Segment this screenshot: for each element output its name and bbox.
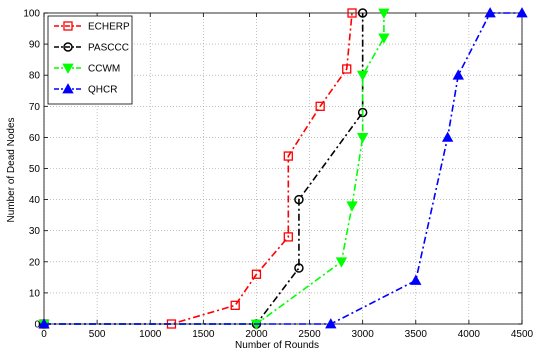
data-point-qhcr (452, 69, 464, 80)
x-tick-label: 3000 (352, 329, 375, 340)
y-axis-label: Number of Dead Nodes (6, 117, 17, 222)
x-axis-label: Number of Rounds (235, 340, 319, 351)
data-point-echerp (251, 269, 262, 279)
y-tick-label: 20 (29, 257, 41, 268)
y-tick-label: 80 (29, 71, 41, 82)
legend: ECHERP PASCCC CCWM QHCR (47, 15, 133, 105)
y-tick-label: 70 (29, 102, 41, 113)
data-point-ccwm (356, 70, 369, 82)
y-tick-label: 60 (29, 133, 41, 144)
legend-item-echerp: ECHERP (54, 21, 130, 33)
x-tick-label: 1500 (192, 329, 215, 340)
legend-label-echerp: ECHERP (88, 22, 130, 33)
legend-label-pasccc: PASCCC (88, 43, 129, 54)
legend-item-pasccc: PASCCC (54, 42, 129, 54)
x-tick-label: 500 (89, 329, 106, 340)
data-point-ccwm (346, 201, 358, 212)
series-line-echerp (44, 12, 353, 325)
data-point-pasccc (294, 194, 304, 205)
data-point-qhcr (484, 7, 496, 18)
data-point-qhcr (38, 318, 50, 329)
x-tick-label: 2000 (245, 329, 268, 340)
series-line-ccwm (44, 13, 385, 325)
y-tick-label: 30 (29, 226, 41, 237)
legend-marker-echerp (63, 21, 73, 31)
data-point-pasccc (357, 8, 368, 18)
axes (43, 12, 523, 325)
y-tick-label: 100 (23, 9, 40, 20)
y-tick-label: 50 (29, 164, 41, 175)
legend-label-qhcr: QHCR (88, 85, 117, 96)
data-point-echerp (315, 101, 325, 111)
x-tick-label: 1000 (139, 329, 162, 340)
x-tick-label: 3500 (405, 329, 428, 340)
y-tick-label: 40 (29, 195, 41, 206)
data-point-qhcr (516, 7, 528, 18)
y-tick-label: 0 (34, 320, 40, 331)
data-point-qhcr (441, 131, 454, 142)
data-point-echerp (283, 151, 293, 161)
data-point-pasccc (357, 107, 368, 118)
data-point-qhcr (410, 274, 422, 285)
series-qhcr (38, 7, 528, 329)
data-point-pasccc (294, 263, 304, 273)
data-point-echerp (347, 8, 357, 18)
y-tick-label: 10 (29, 288, 41, 299)
x-tick-label: 4000 (458, 329, 481, 340)
data-point-echerp (230, 300, 240, 310)
data-point-ccwm (335, 257, 348, 268)
legend-item-qhcr: QHCR (54, 83, 117, 96)
legend-marker-pasccc (63, 42, 73, 52)
data-point-ccwm (378, 8, 390, 19)
x-tick-label: 0 (41, 329, 47, 340)
legend-marker-ccwm (62, 63, 74, 74)
data-point-ccwm (356, 132, 369, 144)
data-point-qhcr (325, 318, 337, 329)
series-layer (38, 7, 528, 330)
x-tick-label: 2500 (298, 329, 321, 340)
data-point-echerp (283, 232, 293, 242)
x-tick-label: 4500 (511, 329, 534, 340)
legend-item-ccwm: CCWM (54, 64, 120, 75)
legend-marker-qhcr (62, 83, 74, 94)
data-point-ccwm (378, 33, 390, 44)
data-point-echerp (342, 64, 352, 74)
legend-label-ccwm: CCWM (88, 64, 120, 75)
y-tick-label: 90 (29, 40, 41, 51)
tick-labels: 0 500 1000 1500 2000 2500 3000 3500 4000 4500 0 10 2… (23, 9, 533, 341)
